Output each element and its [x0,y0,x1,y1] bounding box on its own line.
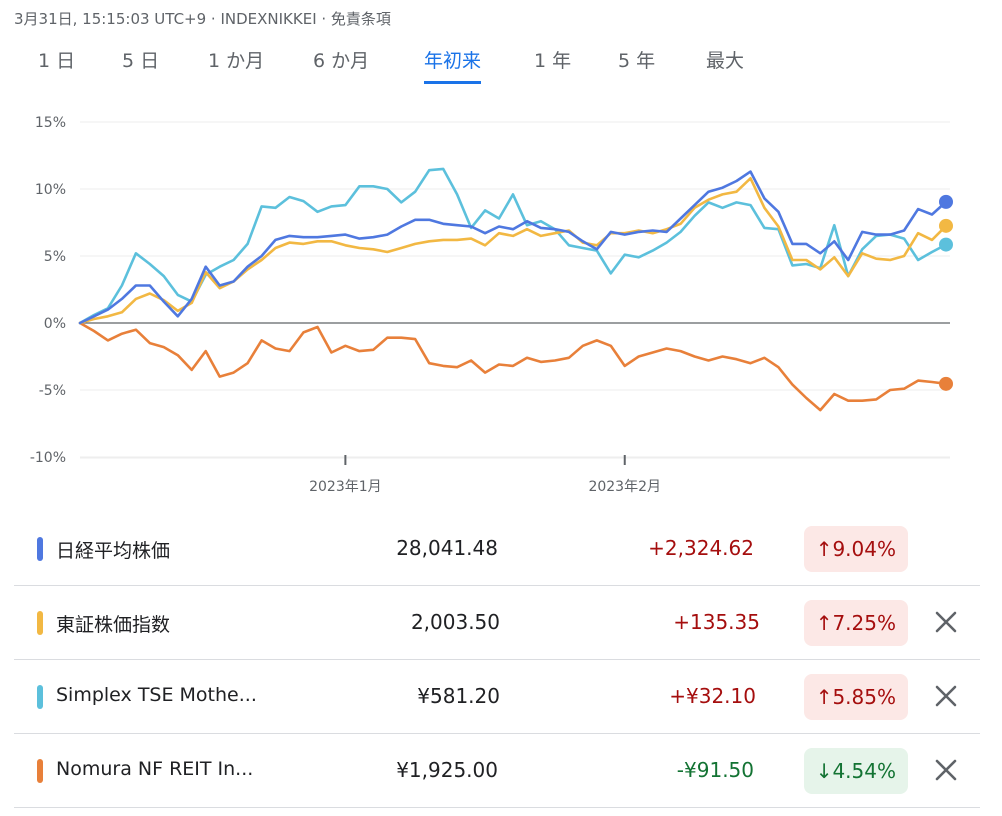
list-item-mothers[interactable]: Simplex TSE Mothe... ¥581.20 +¥32.10 ↑5.… [14,660,980,734]
tab-1-year[interactable]: 1 年 [534,50,572,72]
list-item-nikkei[interactable]: 日経平均株価 28,041.48 +2,324.62 ↑9.04% [14,512,980,586]
tab-6-months[interactable]: 6 か月 [313,50,370,72]
comparison-list: 日経平均株価 28,041.48 +2,324.62 ↑9.04% 東証株価指数… [14,512,980,808]
series-line [78,177,948,325]
x-tick-label: 2023年2月 [588,479,661,495]
series-end-point [939,194,953,209]
instrument-change: +2,324.62 [648,536,754,560]
list-item-topix[interactable]: 東証株価指数 2,003.50 +135.35 ↑7.25% [14,586,980,660]
instrument-price: ¥581.20 [417,684,500,708]
percent-change-badge: ↓4.54% [803,748,908,794]
list-item-reit[interactable]: Nomura NF REIT In... ¥1,925.00 -¥91.50 ↓… [14,734,980,808]
close-icon[interactable] [932,682,960,710]
percent-change-badge: ↑7.25% [803,600,908,646]
instrument-name: 日経平均株価 [56,540,171,562]
instrument-name: 東証株価指数 [56,614,171,636]
instrument-price: 28,041.48 [396,536,498,560]
tab-max[interactable]: 最大 [706,50,745,72]
series-color-swatch [37,685,43,709]
instrument-name: Nomura NF REIT In... [56,758,254,780]
y-tick-label: -10% [30,450,66,466]
range-tabs: 1 日 5 日 1 か月 6 か月 年初来 1 年 5 年 最大 [0,46,1002,84]
y-tick-label: 0% [44,316,66,332]
series-end-point [939,237,953,252]
instrument-price: ¥1,925.00 [396,758,498,782]
percent-change-badge: ↑5.85% [803,674,908,720]
series-end-point [939,376,953,391]
series-color-swatch [37,611,43,635]
y-tick-label: 5% [44,249,66,265]
tab-ytd[interactable]: 年初来 [424,46,482,84]
y-tick-label: 10% [35,182,66,198]
series-line [78,170,948,325]
instrument-price: 2,003.50 [410,610,500,634]
percent-change-badge: ↑9.04% [803,526,908,572]
quote-meta: 3月31日, 15:15:03 UTC+9 · INDEXNIKKEI · 免責… [14,10,391,28]
series-line [78,321,948,412]
close-icon[interactable] [932,608,960,636]
tab-5-years[interactable]: 5 年 [618,50,656,72]
instrument-change: +135.35 [673,610,760,634]
y-tick-label: -5% [39,383,66,399]
instrument-change: +¥32.10 [669,684,756,708]
tab-1-day[interactable]: 1 日 [38,50,76,72]
instrument-name: Simplex TSE Mothe... [56,684,257,706]
close-icon[interactable] [932,756,960,784]
comparison-line-chart[interactable]: 15% 10% 5% 0% -5% -10% 2023年1月 2023年2月 [0,100,1002,500]
series-color-swatch [37,759,43,783]
instrument-change: -¥91.50 [676,758,754,782]
y-tick-label: 15% [35,115,66,131]
tab-5-days[interactable]: 5 日 [122,50,160,72]
series-line [78,167,948,325]
tab-1-month[interactable]: 1 か月 [208,50,265,72]
series-color-swatch [37,537,43,561]
series-end-point [939,218,953,233]
x-tick-label: 2023年1月 [309,479,382,495]
